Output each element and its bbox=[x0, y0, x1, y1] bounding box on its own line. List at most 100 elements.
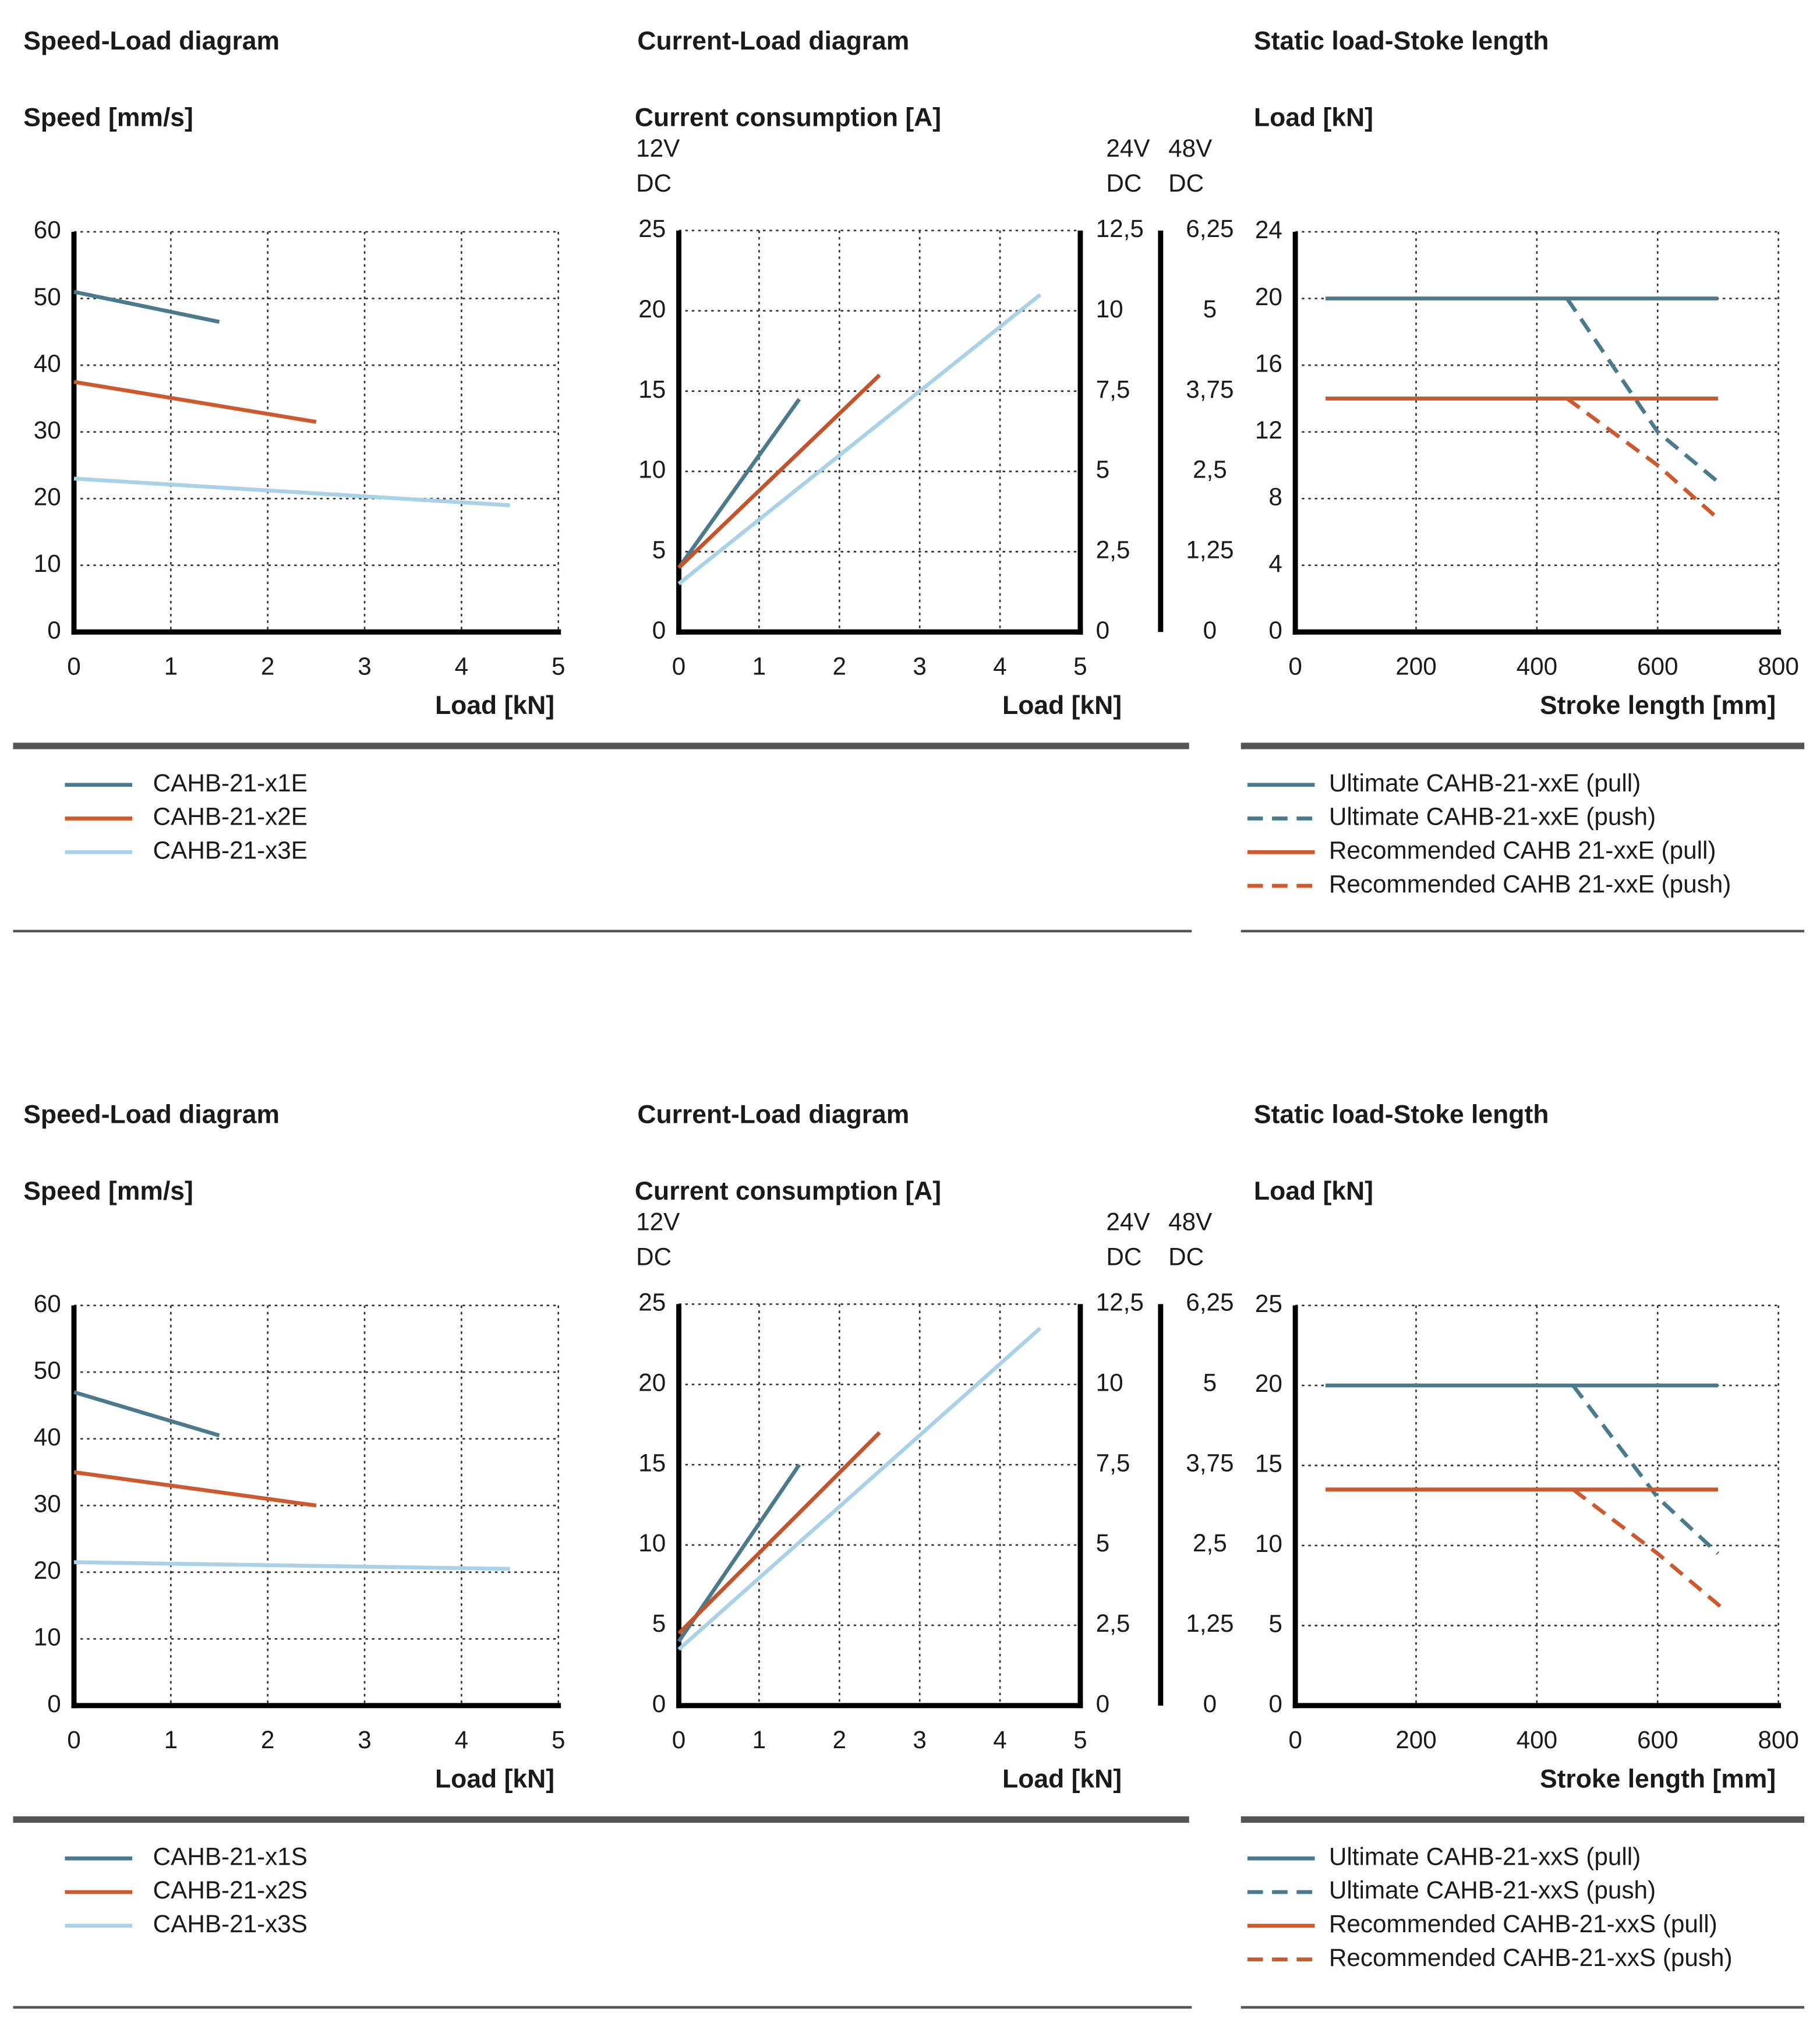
x-tick-label: 1 bbox=[164, 653, 178, 680]
y-axis-title: Load [kN] bbox=[1254, 103, 1373, 132]
y2-tick-label: 12,5 bbox=[1096, 215, 1144, 242]
legend-label: Ultimate CAHB-21-xxE (pull) bbox=[1329, 769, 1641, 797]
y-tick-label: 30 bbox=[34, 1490, 61, 1517]
x-tick-label: 0 bbox=[672, 1726, 686, 1753]
separators bbox=[13, 742, 1805, 2009]
y2-tick-label: 10 bbox=[1096, 295, 1123, 323]
x-axis-title: Load [kN] bbox=[435, 1765, 554, 1794]
y3-tick-label: 5 bbox=[1203, 1369, 1217, 1396]
y-unit-label: DC bbox=[636, 169, 672, 197]
y3-tick-label: 6,25 bbox=[1186, 1289, 1234, 1316]
x-tick-label: 400 bbox=[1517, 653, 1558, 680]
legend-label: Ultimate CAHB-21-xxS (push) bbox=[1329, 1876, 1656, 1904]
y-unit-label: 24V bbox=[1106, 1208, 1150, 1236]
y-tick-label: 16 bbox=[1255, 349, 1282, 377]
y-tick-label: 0 bbox=[47, 1690, 61, 1717]
y-unit-label: DC bbox=[1168, 1243, 1204, 1271]
y-tick-label: 0 bbox=[47, 616, 61, 643]
series-line bbox=[677, 1431, 881, 1635]
y-tick-label: 0 bbox=[1268, 1690, 1282, 1717]
x-tick-label: 600 bbox=[1637, 1726, 1678, 1753]
chart-title: Speed-Load diagram bbox=[23, 1101, 280, 1129]
y-unit-label: 12V bbox=[636, 135, 680, 162]
y-tick-label: 5 bbox=[652, 1610, 666, 1637]
x-tick-label: 0 bbox=[67, 653, 80, 680]
x-axis-title: Load [kN] bbox=[1002, 1765, 1122, 1794]
x-tick-label: 0 bbox=[672, 653, 686, 680]
y3-tick-label: 2,5 bbox=[1193, 456, 1227, 483]
y-tick-label: 60 bbox=[34, 216, 61, 243]
y-tick-label: 0 bbox=[652, 1690, 666, 1717]
y3-tick-label: 3,75 bbox=[1186, 376, 1234, 403]
x-tick-label: 5 bbox=[552, 653, 566, 680]
y-tick-label: 25 bbox=[638, 1289, 666, 1316]
y-tick-label: 4 bbox=[1268, 550, 1282, 577]
x-tick-label: 200 bbox=[1395, 1726, 1437, 1753]
y-unit-label: 48V bbox=[1168, 135, 1212, 162]
y-tick-label: 40 bbox=[34, 349, 61, 377]
y3-tick-label: 2,5 bbox=[1193, 1529, 1227, 1557]
y-tick-label: 20 bbox=[1255, 1370, 1282, 1397]
x-axis-title: Stroke length [mm] bbox=[1540, 691, 1776, 720]
y-tick-label: 15 bbox=[1255, 1450, 1282, 1477]
chart: 0 1 2 3 4 5051015202502,557,51012,501,252,53,… bbox=[635, 27, 1234, 720]
legend-label: Ultimate CAHB-21-xxE (push) bbox=[1329, 803, 1656, 830]
y-axis-title: Current consumption [A] bbox=[635, 103, 941, 132]
series-line bbox=[73, 289, 220, 324]
y-axis-title: Load [kN] bbox=[1254, 1177, 1373, 1205]
legend-label: Recommended CAHB-21-xxS (pull) bbox=[1329, 1910, 1717, 1937]
y-tick-label: 50 bbox=[34, 1356, 61, 1384]
y-unit-label: DC bbox=[1106, 1243, 1142, 1271]
y-tick-label: 20 bbox=[34, 483, 61, 510]
x-tick-label: 1 bbox=[752, 653, 766, 680]
series-line bbox=[73, 380, 317, 424]
chart-title: Current-Load diagram bbox=[637, 1101, 909, 1129]
y3-tick-label: 5 bbox=[1203, 295, 1217, 323]
series-line bbox=[73, 1560, 510, 1571]
y2-tick-label: 0 bbox=[1096, 1690, 1110, 1717]
y-tick-label: 10 bbox=[34, 550, 61, 577]
x-tick-label: 2 bbox=[261, 1726, 274, 1753]
series-line bbox=[677, 293, 1042, 586]
y-tick-label: 0 bbox=[652, 616, 666, 643]
y-axis-title: Speed [mm/s] bbox=[23, 1177, 193, 1205]
y-tick-label: 5 bbox=[652, 536, 666, 564]
y3-tick-label: 3,75 bbox=[1186, 1449, 1234, 1476]
y-tick-label: 8 bbox=[1268, 483, 1282, 510]
y3-tick-label: 1,25 bbox=[1186, 1610, 1234, 1637]
chart: 0 200 400 600 800 0 5 10 15 20 25 Static load-Stoke… bbox=[1247, 1101, 1799, 1971]
y3-tick-label: 0 bbox=[1203, 616, 1217, 643]
chart: 0 200 400 600 800 0 4 8 12 16 20 24 Static load-Stok… bbox=[1247, 27, 1799, 897]
y-tick-label: 10 bbox=[1255, 1530, 1282, 1557]
y3-tick-label: 6,25 bbox=[1186, 215, 1234, 242]
x-tick-label: 800 bbox=[1758, 1726, 1799, 1753]
y-tick-label: 20 bbox=[34, 1557, 61, 1584]
y3-tick-label: 0 bbox=[1203, 1690, 1217, 1717]
x-tick-label: 4 bbox=[455, 653, 468, 680]
y-unit-label: DC bbox=[636, 1243, 672, 1271]
y-tick-label: 5 bbox=[1268, 1610, 1282, 1638]
series-line bbox=[1572, 1488, 1726, 1611]
legend-label: Recommended CAHB 21-xxE (push) bbox=[1329, 870, 1731, 897]
y-unit-label: 48V bbox=[1168, 1208, 1212, 1236]
series-line bbox=[73, 1470, 317, 1508]
legend-label: Recommended CAHB 21-xxE (pull) bbox=[1329, 836, 1716, 864]
y-axis-title: Speed [mm/s] bbox=[23, 103, 193, 132]
y2-tick-label: 7,5 bbox=[1096, 376, 1130, 403]
x-tick-label: 400 bbox=[1517, 1726, 1558, 1753]
y-tick-label: 30 bbox=[34, 416, 61, 444]
y-tick-label: 20 bbox=[638, 1369, 666, 1396]
x-tick-label: 200 bbox=[1395, 653, 1437, 680]
series-line bbox=[677, 1327, 1042, 1651]
y-tick-label: 0 bbox=[1268, 616, 1282, 643]
y-unit-label: 24V bbox=[1106, 135, 1150, 162]
legend-label: Recommended CAHB-21-xxS (push) bbox=[1329, 1944, 1733, 1971]
x-tick-label: 600 bbox=[1637, 653, 1678, 680]
x-tick-label: 5 bbox=[1073, 653, 1087, 680]
y2-tick-label: 10 bbox=[1096, 1369, 1123, 1396]
x-tick-label: 5 bbox=[552, 1726, 566, 1753]
chart-title: Speed-Load diagram bbox=[23, 27, 280, 55]
